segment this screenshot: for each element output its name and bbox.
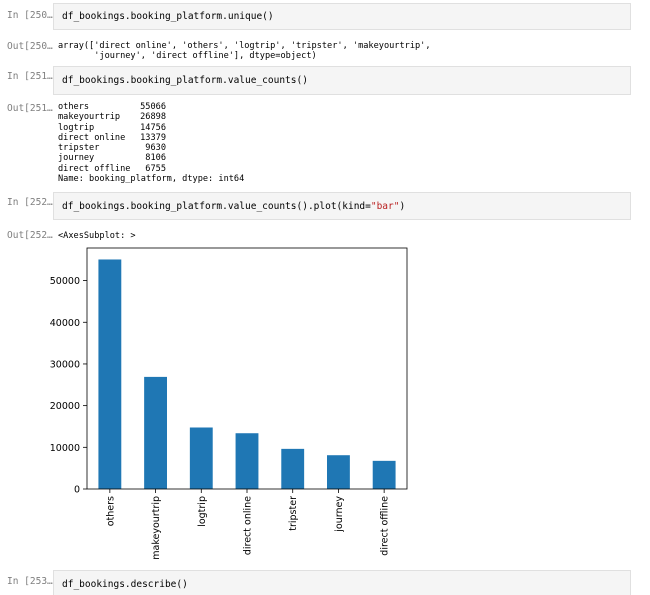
- axes-repr-output: <AxesSubplot: >: [58, 231, 136, 241]
- platform-name: journey: [58, 153, 95, 164]
- y-tick-label: 10000: [50, 443, 80, 454]
- output-line: array(['direct online', 'others', 'logtr…: [58, 41, 431, 51]
- code-text-253: df_bookings.describe(): [62, 579, 188, 590]
- x-tick-label: makeyourtrip: [151, 496, 162, 560]
- x-tick-label: tripster: [288, 496, 299, 531]
- value-counts-footer: Name: booking_platform, dtype: int64: [58, 174, 244, 184]
- bar-chart: 0 10000 20000 30000 40000 50000 others makeyour…: [50, 247, 408, 560]
- x-tick-label: others: [105, 496, 116, 526]
- platform-count: 6755: [145, 163, 166, 174]
- bar: [327, 455, 350, 489]
- code-string-literal: "bar": [370, 201, 400, 212]
- out-prompt-252: Out[252…: [7, 230, 53, 241]
- value-count-row: tripster 9630: [58, 143, 244, 153]
- in-prompt-252: In [252…: [7, 197, 53, 208]
- code-cell-252[interactable]: df_bookings.booking_platform.value_count…: [53, 192, 631, 220]
- bar: [98, 259, 122, 489]
- code-segment: df_bookings.booking_platform.value_count…: [62, 201, 371, 212]
- value-count-row: others 55066: [58, 102, 244, 112]
- value-count-row: makeyourtrip 26898: [58, 112, 244, 122]
- platform-count: 8106: [145, 153, 166, 164]
- code-segment: ): [399, 201, 406, 212]
- out-prompt-251: Out[251…: [7, 103, 53, 114]
- platform-name: others: [58, 102, 90, 112]
- bar: [372, 460, 396, 489]
- bar: [235, 433, 259, 489]
- value-count-row: direct online 13379: [58, 133, 244, 143]
- in-prompt-253: In [253…: [7, 576, 53, 587]
- series-footer: Name: booking_platform, dtype: int64: [58, 174, 245, 185]
- y-tick-label: 0: [74, 485, 80, 496]
- platform-name: direct online: [58, 132, 126, 143]
- value-count-row: logtrip 14756: [58, 123, 244, 133]
- platform-name: tripster: [58, 143, 100, 154]
- bar: [281, 448, 305, 489]
- y-tick-label: 40000: [50, 318, 80, 329]
- code-cell-250[interactable]: df_bookings.booking_platform.unique(): [53, 3, 631, 30]
- in-prompt-251: In [251…: [7, 71, 53, 82]
- value-count-row: journey 8106: [58, 153, 244, 163]
- bar: [189, 427, 213, 489]
- x-tick-label: journey: [334, 496, 345, 533]
- code-cell-253[interactable]: df_bookings.describe(): [53, 570, 631, 595]
- output-line: 'journey', 'direct offline'], dtype=obje…: [58, 51, 317, 62]
- platform-count: 13379: [140, 132, 166, 143]
- in-prompt-250: In [250…: [7, 10, 53, 21]
- code-text-250: df_bookings.booking_platform.unique(): [62, 11, 274, 22]
- y-tick-label: 20000: [50, 401, 80, 412]
- platform-name: logtrip: [58, 122, 95, 133]
- platform-count: 55066: [140, 102, 166, 112]
- code-text-252: df_bookings.booking_platform.value_count…: [62, 200, 622, 214]
- x-tick-label: direct offline: [380, 496, 391, 556]
- out-prompt-250: Out[250…: [7, 41, 53, 52]
- platform-count: 14756: [140, 122, 166, 133]
- platform-count: 26898: [140, 112, 166, 123]
- value-count-row: direct offline 6755: [58, 164, 244, 174]
- platform-name: direct offline: [58, 163, 131, 174]
- value-counts-output: others 55066 makeyourtrip 26898 logtrip …: [58, 102, 244, 184]
- code-cell-251[interactable]: df_bookings.booking_platform.value_count…: [53, 66, 631, 95]
- y-tick-label: 50000: [50, 276, 80, 287]
- platform-name: makeyourtrip: [58, 112, 121, 123]
- code-text-251: df_bookings.booking_platform.value_count…: [62, 75, 308, 86]
- platform-count: 9630: [145, 143, 166, 154]
- y-tick-label: 30000: [50, 359, 80, 370]
- output-250: array(['direct online', 'others', 'logtr…: [58, 41, 431, 62]
- bar: [144, 376, 167, 489]
- x-tick-label: logtrip: [197, 496, 208, 527]
- x-tick-label: direct online: [243, 496, 254, 555]
